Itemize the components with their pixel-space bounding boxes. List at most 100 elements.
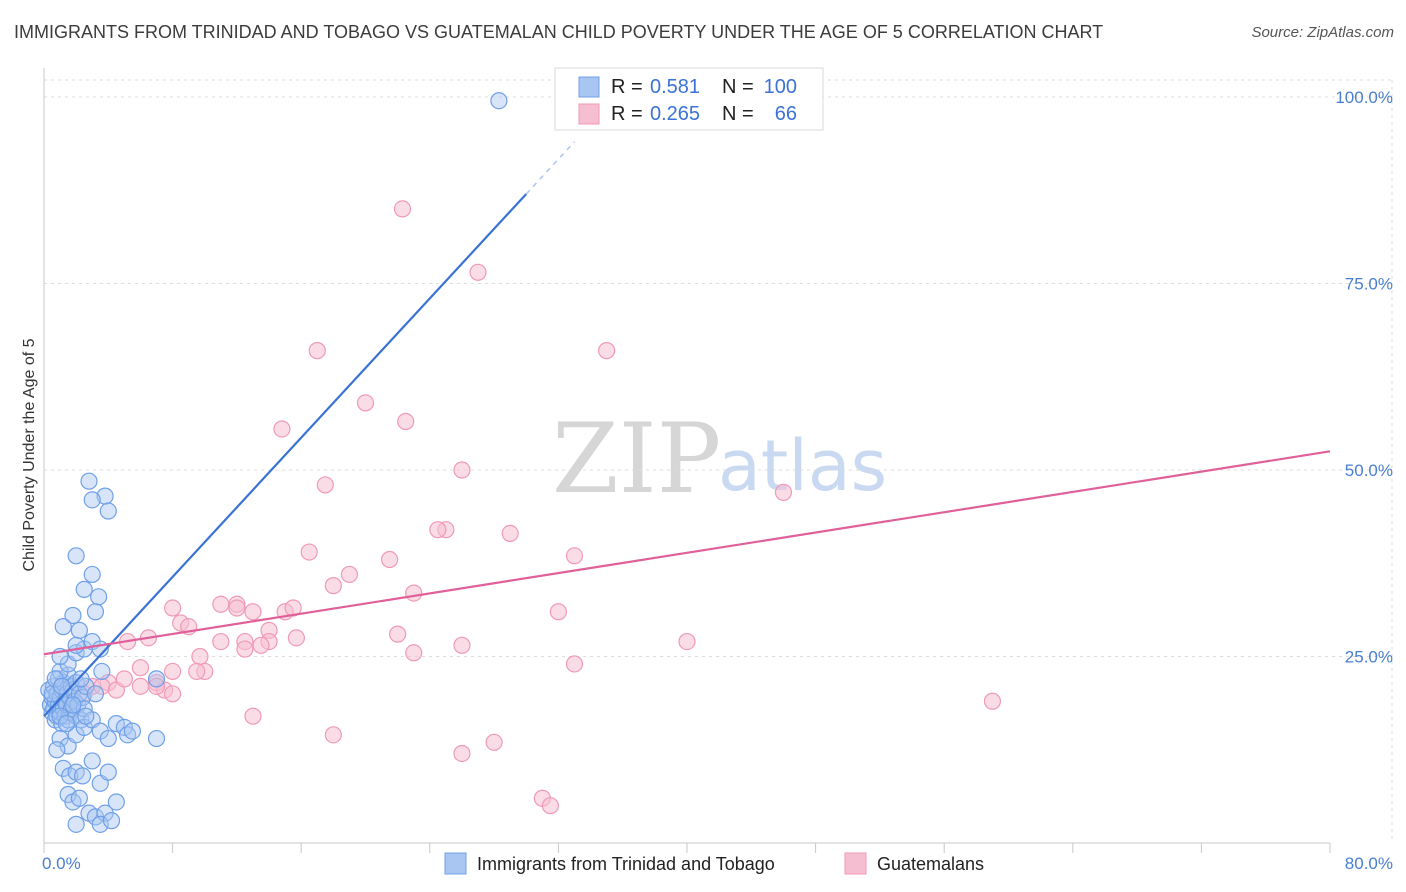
y-tick-label-0: 25.0% (1345, 648, 1393, 667)
guatemalans-point-20 (212, 595, 230, 613)
trend-lines (43, 141, 1331, 717)
trinidad-points (40, 92, 508, 833)
guatemalans-point-34 (212, 632, 230, 651)
legend-r-value-1: 0.581 (650, 76, 700, 98)
guatemalans-point-65 (115, 670, 133, 688)
trinidad-point-72 (83, 752, 101, 770)
guatemalans-point-26 (244, 603, 262, 621)
trinidad-point-49 (83, 565, 101, 584)
guatemalans-point-40 (678, 632, 696, 651)
guatemalans-point-42 (191, 647, 209, 666)
guatemalans-trend-line (43, 450, 1331, 656)
guatemalans-point-56 (244, 707, 262, 725)
guatemalans-point-6 (273, 420, 291, 438)
guatemalans-point-47 (131, 659, 150, 677)
y-tick-label-3: 100.0% (1335, 88, 1393, 107)
guatemalans-point-5 (397, 412, 415, 431)
legend-n-value-2: 66 (775, 103, 797, 125)
watermark-zip: ZIP (552, 403, 721, 515)
guatemalans-point-4 (356, 394, 375, 412)
trinidad-point-95 (86, 685, 105, 703)
trinidad-point-65 (123, 722, 142, 740)
legend-swatch-pink (578, 103, 600, 125)
guatemalans-point-25 (549, 603, 568, 621)
trinidad-point-61 (99, 729, 117, 748)
trinidad-trend-line (43, 193, 528, 717)
trinidad-trend-extension (525, 141, 576, 195)
guatemalans-point-8 (316, 476, 334, 494)
guatemalans-point-60 (485, 733, 503, 751)
guatemalans-point-16 (340, 565, 359, 584)
trinidad-point-84 (102, 812, 121, 830)
trinidad-point-89 (93, 662, 111, 681)
legend-n-value-1: 100 (764, 76, 797, 98)
guatemalans-point-12 (501, 524, 519, 543)
trinidad-point-81 (107, 793, 125, 811)
legend-n-label-1: N = (722, 76, 754, 98)
guatemalans-point-35 (236, 640, 254, 658)
guatemalans-point-58 (324, 726, 342, 744)
trinidad-point-93 (64, 696, 82, 714)
trinidad-point-53 (99, 502, 117, 520)
trinidad-point-48 (75, 580, 93, 598)
trinidad-point-94 (77, 707, 95, 725)
guatemalans-point-59 (453, 744, 471, 763)
guatemalans-point-63 (131, 677, 150, 695)
trinidad-point-54 (83, 491, 101, 509)
guatemalans-point-31 (287, 629, 305, 647)
legend-r-label-2: R = (611, 103, 643, 125)
guatemalans-point-18 (405, 584, 423, 602)
bottom-legend-swatch-blue (444, 852, 467, 875)
trinidad-point-86 (57, 715, 76, 733)
guatemalans-point-11 (429, 521, 447, 539)
guatemalans-point-3 (598, 342, 616, 360)
trinidad-point-47 (90, 588, 108, 606)
trinidad-point-87 (72, 670, 90, 688)
guatemalans-point-7 (453, 461, 471, 479)
trinidad-point-50 (67, 547, 85, 565)
guatemalans-point-14 (300, 543, 318, 561)
guatemalans-point-45 (164, 662, 182, 681)
trinidad-point-46 (86, 603, 105, 621)
x-tick-label-0: 0.0% (42, 854, 81, 873)
trinidad-point-82 (67, 815, 85, 833)
guatemalans-point-38 (389, 625, 407, 643)
x-tick-label-1: 80.0% (1345, 854, 1393, 873)
bottom-legend-label-blue: Immigrants from Trinidad and Tobago (477, 854, 775, 874)
guatemalans-point-13 (565, 547, 584, 565)
trinidad-point-62 (107, 715, 125, 733)
guatemalans-point-57 (983, 692, 1002, 710)
guatemalans-points (75, 200, 1002, 815)
guatemalans-point-62 (541, 797, 559, 815)
guatemalans-point-17 (324, 577, 342, 595)
guatemalans-point-39 (405, 644, 423, 662)
guatemalans-point-41 (453, 636, 471, 654)
legend-r-label-1: R = (611, 76, 643, 98)
bottom-legend-swatch-pink (844, 852, 867, 875)
guatemalans-point-2 (308, 342, 326, 360)
legend-swatch-blue (578, 76, 600, 98)
trinidad-point-67 (48, 741, 66, 759)
series-legend: Immigrants from Trinidad and Tobago Guat… (444, 852, 984, 875)
correlation-legend: R = 0.581 N = 100 R = 0.265 N = 66 (554, 67, 824, 131)
trinidad-point-71 (73, 767, 92, 785)
guatemalans-point-22 (228, 599, 246, 617)
trinidad-point-45 (70, 621, 88, 639)
y-tick-label-2: 75.0% (1345, 275, 1393, 294)
legend-n-label-2: N = (722, 103, 754, 125)
legend-r-value-2: 0.265 (650, 103, 700, 125)
trinidad-point-66 (147, 729, 166, 748)
guatemalans-point-19 (164, 599, 182, 617)
guatemalans-point-54 (164, 685, 182, 703)
trinidad-point-99 (490, 92, 508, 110)
watermark-atlas: atlas (718, 425, 887, 507)
guatemalans-point-0 (393, 200, 412, 218)
chart-source: Source: ZipAtlas.com (1251, 24, 1394, 41)
trinidad-point-96 (147, 670, 166, 688)
guatemalans-point-15 (381, 550, 399, 569)
guatemalans-point-9 (774, 483, 793, 501)
y-axis-label: Child Poverty Under the Age of 5 (21, 338, 38, 571)
trinidad-point-92 (53, 677, 71, 695)
guatemalans-point-37 (252, 636, 270, 654)
